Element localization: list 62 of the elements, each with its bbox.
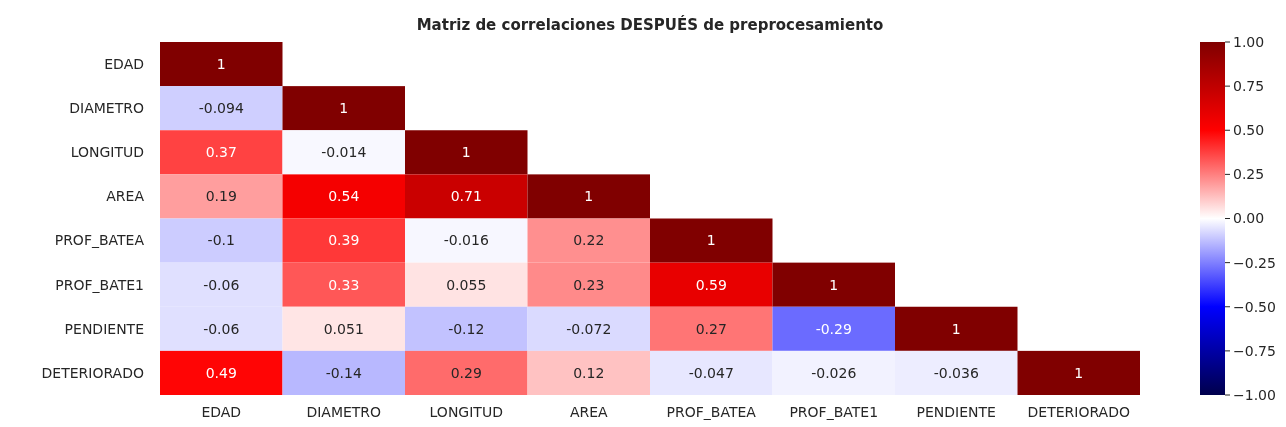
data-label: 0.27: [695, 320, 727, 337]
color-bar-label: −0.25: [1233, 254, 1276, 271]
data-label: -0.016: [443, 232, 489, 249]
data-label: -0.06: [203, 276, 240, 293]
x-tick-label: DIAMETRO: [306, 404, 382, 420]
data-label: 0.59: [695, 276, 727, 293]
data-label: 0.33: [328, 276, 360, 293]
data-label: -0.036: [933, 364, 979, 381]
data-label: -0.072: [566, 320, 612, 337]
data-label: 0.39: [328, 232, 360, 249]
y-tick-label: LONGITUD: [70, 144, 144, 161]
color-bar-label: 0.25: [1233, 166, 1265, 183]
data-label: 0.23: [573, 276, 605, 293]
data-label: -0.026: [811, 364, 857, 381]
color-bar-label: 1.00: [1233, 33, 1265, 50]
data-label: 1: [706, 232, 716, 249]
data-label: 0.055: [446, 276, 487, 293]
data-label: 0.54: [328, 188, 360, 205]
color-bar-label: −0.50: [1233, 298, 1276, 315]
color-bar-label: 0.50: [1233, 122, 1265, 139]
x-tick-label: EDAD: [201, 404, 242, 420]
data-label: 1: [461, 144, 471, 161]
x-tick-label: AREA: [569, 404, 609, 420]
data-label: -0.094: [198, 100, 244, 117]
data-label: 0.22: [573, 232, 605, 249]
y-tick-label: PROF_BATEA: [54, 232, 145, 249]
data-label: 0.37: [205, 144, 237, 161]
data-label: 1: [216, 55, 226, 72]
data-label: -0.12: [448, 320, 485, 337]
x-tick-label: PENDIENTE: [916, 404, 996, 420]
y-tick-label: EDAD: [104, 55, 144, 72]
data-label: 0.19: [205, 188, 237, 205]
y-tick-label: PROF_BATE1: [55, 276, 144, 293]
y-tick-label: DETERIORADO: [41, 364, 144, 381]
y-tick-label: DIAMETRO: [69, 100, 144, 117]
data-label: 1: [951, 320, 961, 337]
x-tick-label: LONGITUD: [429, 404, 503, 420]
x-tick-label: DETERIORADO: [1027, 404, 1130, 420]
color-bar-label: −1.00: [1233, 386, 1276, 403]
x-tick-label: PROF_BATE1: [789, 404, 879, 420]
data-label: 0.71: [450, 188, 482, 205]
data-label: 1: [584, 188, 594, 205]
data-label: -0.29: [815, 320, 852, 337]
data-label: -0.06: [203, 320, 240, 337]
x-tick-label: PROF_BATEA: [666, 404, 757, 420]
y-tick-label: AREA: [106, 188, 145, 205]
data-label: 0.49: [205, 364, 237, 381]
data-label: -0.047: [688, 364, 734, 381]
chart-title: Matriz de correlaciones DESPUÉS de preprocesamiento: [416, 15, 884, 34]
y-tick-label: PENDIENTE: [64, 320, 144, 337]
data-label: 0.051: [323, 320, 364, 337]
data-label: -0.1: [207, 232, 235, 249]
data-label: 1: [339, 100, 349, 117]
data-label: 0.29: [450, 364, 482, 381]
data-label: -0.014: [321, 144, 367, 161]
data-label: -0.14: [325, 364, 362, 381]
color-bar-label: 0.00: [1233, 210, 1265, 227]
color-bar-label: −0.75: [1233, 342, 1276, 359]
data-label: 1: [1074, 364, 1084, 381]
data-label: 1: [829, 276, 839, 293]
data-label: 0.12: [573, 364, 605, 381]
color-bar-label: 0.75: [1233, 78, 1265, 95]
